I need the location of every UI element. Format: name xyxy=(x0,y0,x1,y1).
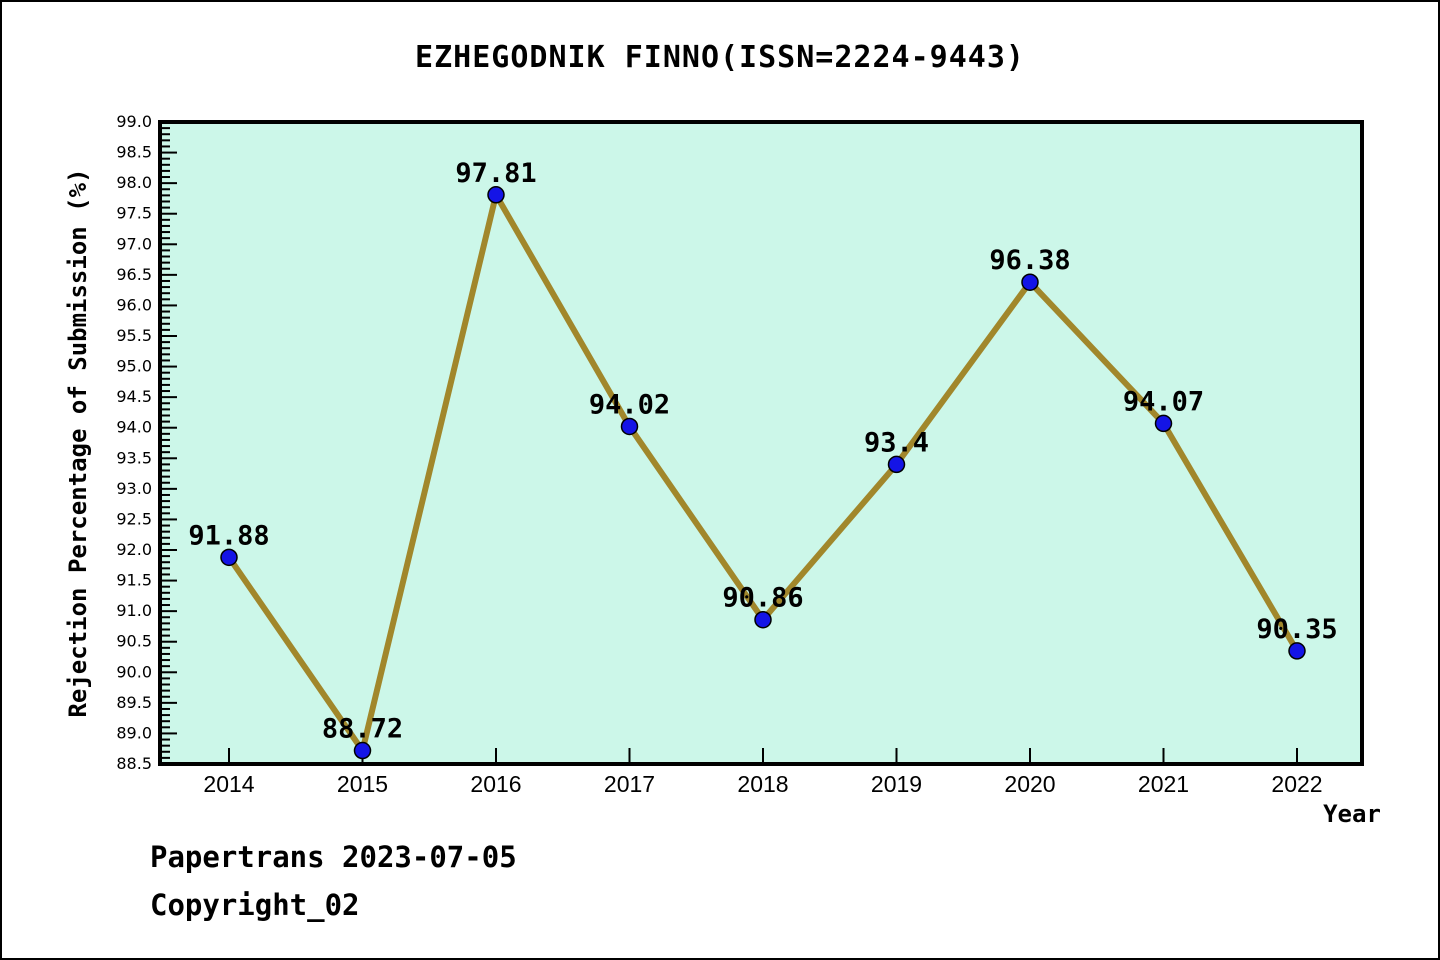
y-tick-label: 93.5 xyxy=(116,448,152,467)
y-tick-label: 89.5 xyxy=(116,693,152,712)
y-tick-label: 97.0 xyxy=(116,234,152,253)
data-point-marker xyxy=(887,455,906,474)
watermark-source-date: Papertrans 2023-07-05 xyxy=(150,840,517,874)
x-axis-label: Year xyxy=(1323,800,1381,828)
data-point-marker xyxy=(754,610,772,629)
data-point-label: 90.86 xyxy=(722,583,803,614)
data-point-label: 94.07 xyxy=(1123,386,1204,417)
y-tick-label: 95.5 xyxy=(116,326,152,345)
data-point-marker xyxy=(487,186,505,204)
y-tick-label: 91.5 xyxy=(116,571,152,590)
y-tick-label: 94.5 xyxy=(116,387,152,406)
data-point-marker xyxy=(353,741,372,760)
y-tick-label: 92.5 xyxy=(116,509,152,528)
x-tick-label: 2018 xyxy=(737,771,788,797)
watermark-copyright: Copyright_02 xyxy=(150,888,360,922)
y-tick-label: 90.5 xyxy=(116,632,152,651)
y-tick-label: 93.0 xyxy=(116,479,152,498)
x-tick-label: 2022 xyxy=(1271,771,1322,797)
y-tick-label: 88.5 xyxy=(116,754,152,773)
y-tick-label: 96.5 xyxy=(116,265,152,284)
x-tick-label: 2015 xyxy=(337,771,388,797)
data-point-label: 96.38 xyxy=(989,245,1070,276)
data-point-marker xyxy=(1154,414,1173,433)
x-tick-label: 2019 xyxy=(871,771,922,797)
data-point-label: 93.4 xyxy=(864,427,929,458)
x-tick-label: 2021 xyxy=(1138,771,1189,797)
y-tick-label: 92.0 xyxy=(116,540,152,559)
y-tick-label: 89.0 xyxy=(116,723,152,742)
data-point-label: 97.81 xyxy=(455,158,536,189)
x-tick-label: 2017 xyxy=(604,771,655,797)
plot-background xyxy=(158,120,1364,766)
data-point-label: 94.02 xyxy=(589,389,670,420)
y-tick-label: 90.0 xyxy=(116,662,152,681)
y-tick-label: 94.0 xyxy=(116,418,152,437)
y-tick-label: 97.5 xyxy=(116,204,152,223)
y-tick-label: 96.0 xyxy=(116,295,152,314)
y-tick-label: 91.0 xyxy=(116,601,152,620)
y-tick-label: 99.0 xyxy=(116,112,152,131)
data-point-marker xyxy=(1021,273,1039,291)
data-point-label: 88.72 xyxy=(322,714,403,745)
x-tick-label: 2014 xyxy=(203,771,254,797)
data-point-marker xyxy=(1288,642,1306,660)
y-tick-label: 98.0 xyxy=(116,173,152,192)
data-point-marker xyxy=(620,417,639,436)
data-point-marker xyxy=(220,548,238,567)
data-point-label: 91.88 xyxy=(188,520,269,551)
x-tick-label: 2016 xyxy=(470,771,521,797)
y-tick-label: 95.0 xyxy=(116,357,152,376)
chart-title: EZHEGODNIK FINNO(ISSN=2224-9443) xyxy=(415,40,1025,75)
data-point-label: 90.35 xyxy=(1256,614,1337,645)
y-tick-label: 98.5 xyxy=(116,143,152,162)
x-tick-label: 2020 xyxy=(1004,771,1055,797)
